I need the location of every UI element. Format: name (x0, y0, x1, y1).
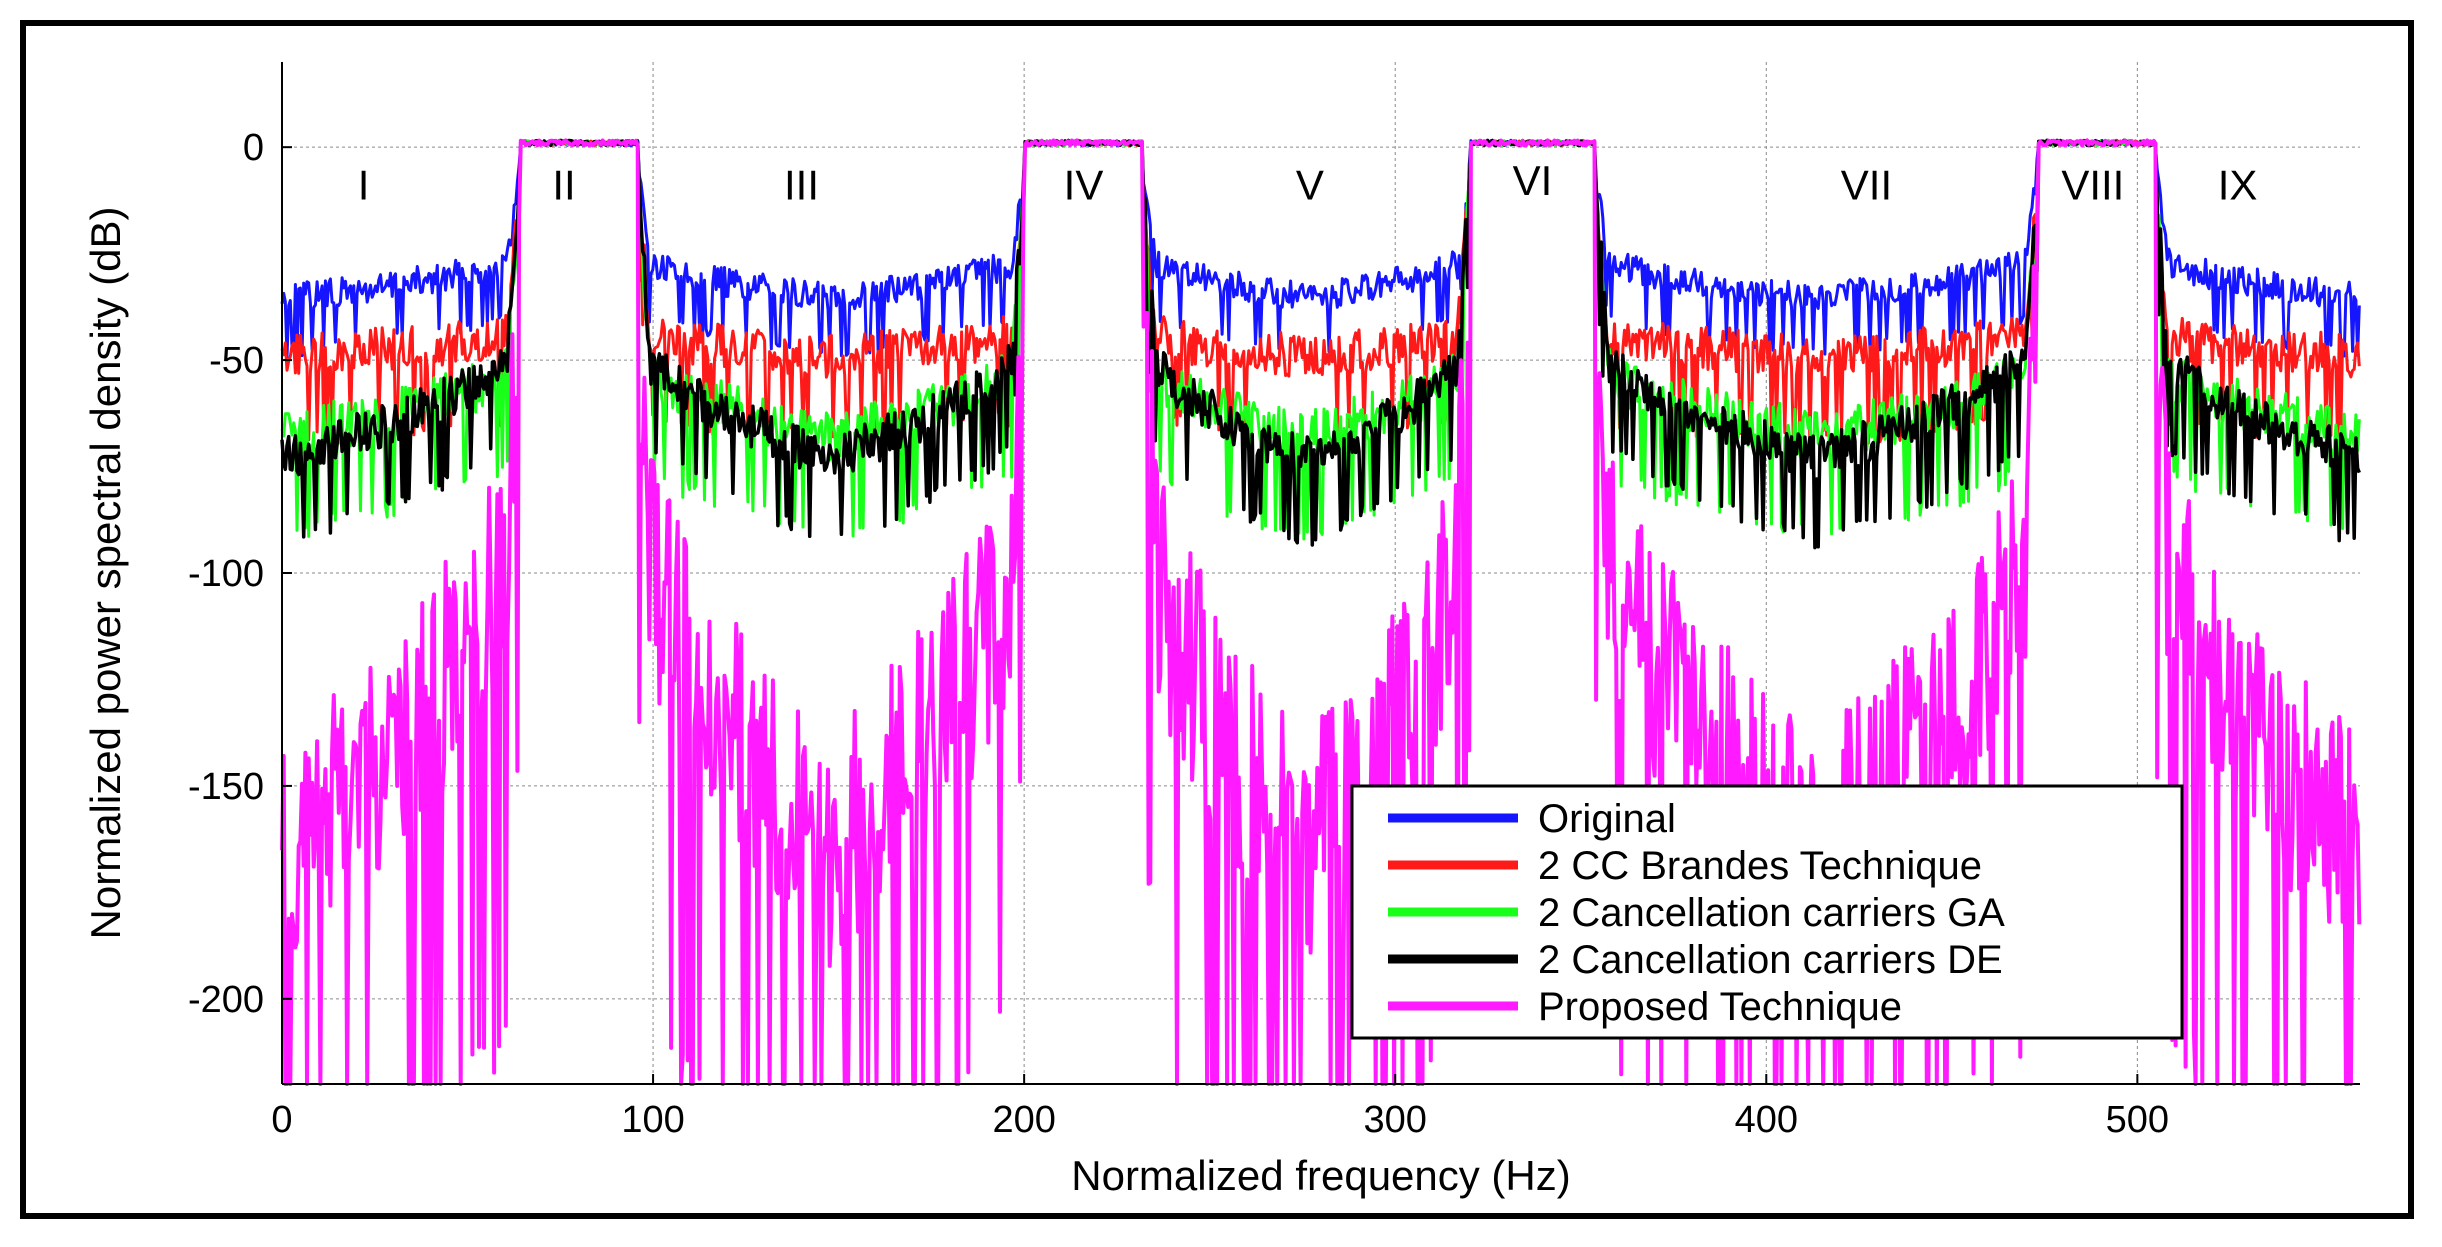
x-tick-label: 500 (2106, 1099, 2169, 1141)
x-tick-label: 0 (271, 1099, 292, 1141)
series-layer (280, 138, 2362, 1086)
series-line (280, 138, 2362, 1086)
region-label: V (1296, 161, 1324, 208)
legend-entry-label: 2 CC Brandes Technique (1538, 844, 1982, 888)
region-label: IV (1064, 161, 1104, 208)
y-tick-label: -50 (209, 340, 264, 382)
y-axis-label: Normalized power spectral density (dB) (82, 207, 129, 940)
region-label: VI (1513, 157, 1553, 204)
figure-frame (20, 20, 2414, 1219)
y-tick-label: -150 (188, 766, 264, 808)
region-label: I (358, 161, 370, 208)
x-tick-label: 100 (621, 1099, 684, 1141)
axes: 0 100 200 300 400 500 0 -50 -100 -150 -200 (188, 62, 2360, 1141)
legend-entry-label: Original (1538, 797, 1676, 841)
y-tick-label: -100 (188, 553, 264, 595)
region-label: IX (2218, 161, 2258, 208)
y-tick-label: -200 (188, 979, 264, 1021)
legend-entry-label: 2 Cancellation carriers DE (1538, 938, 2003, 982)
y-tick-label: 0 (243, 127, 264, 169)
region-label: VII (1841, 161, 1892, 208)
region-label: III (784, 161, 819, 208)
x-tick-label: 400 (1735, 1099, 1798, 1141)
x-axis-label: Normalized frequency (Hz) (1071, 1152, 1571, 1199)
region-labels: I II III IV V VI VII VIII IX (358, 157, 2258, 208)
legend-entry-label: 2 Cancellation carriers GA (1538, 891, 2005, 935)
region-label: II (552, 161, 575, 208)
region-label: VIII (2061, 161, 2124, 208)
x-tick-label: 200 (992, 1099, 1055, 1141)
legend-entry-label: Proposed Technique (1538, 985, 1902, 1029)
x-tick-label: 300 (1364, 1099, 1427, 1141)
